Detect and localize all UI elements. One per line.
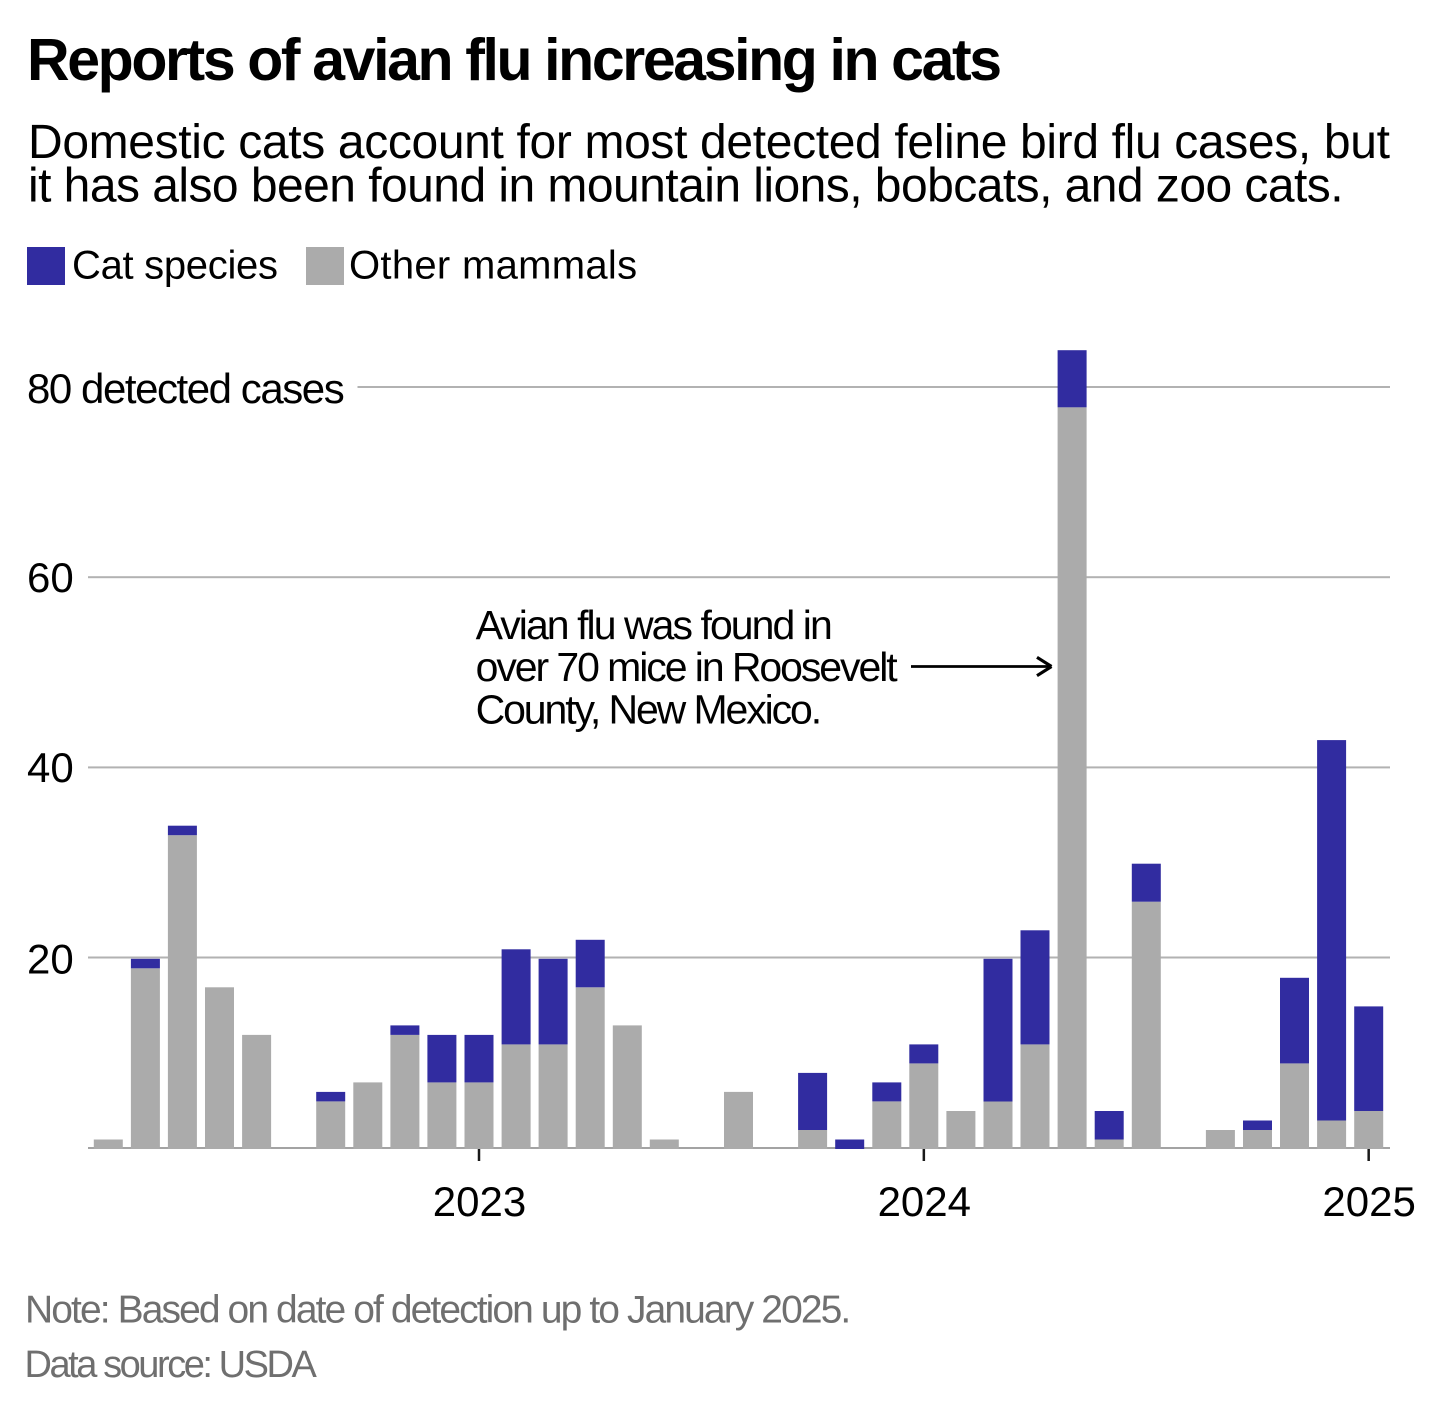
svg-text:Domestic cats account for most: Domestic cats account for most detected …	[28, 116, 1390, 169]
svg-text:2024: 2024	[878, 1178, 971, 1225]
svg-text:Reports of avian flu increasin: Reports of avian flu increasing in cats	[27, 27, 1000, 93]
svg-text:Avian flu was found in: Avian flu was found in	[476, 602, 831, 648]
svg-text:80 detected cases: 80 detected cases	[27, 365, 344, 412]
svg-text:40: 40	[27, 744, 74, 791]
svg-text:2025: 2025	[1322, 1178, 1415, 1225]
svg-text:Cat species: Cat species	[72, 243, 278, 287]
svg-text:County, New Mexico.: County, New Mexico.	[476, 686, 820, 732]
svg-text:2023: 2023	[433, 1178, 526, 1225]
svg-text:Note: Based on date of detecti: Note: Based on date of detection up to J…	[25, 1289, 849, 1332]
svg-text:20: 20	[27, 936, 74, 983]
svg-text:over 70 mice in Roosevelt: over 70 mice in Roosevelt	[476, 644, 899, 690]
svg-text:60: 60	[27, 554, 74, 601]
svg-text:Data source: USDA: Data source: USDA	[25, 1344, 318, 1386]
svg-text:Other mammals: Other mammals	[349, 243, 637, 287]
svg-text:it has also been found in moun: it has also been found in mountain lions…	[28, 160, 1343, 213]
